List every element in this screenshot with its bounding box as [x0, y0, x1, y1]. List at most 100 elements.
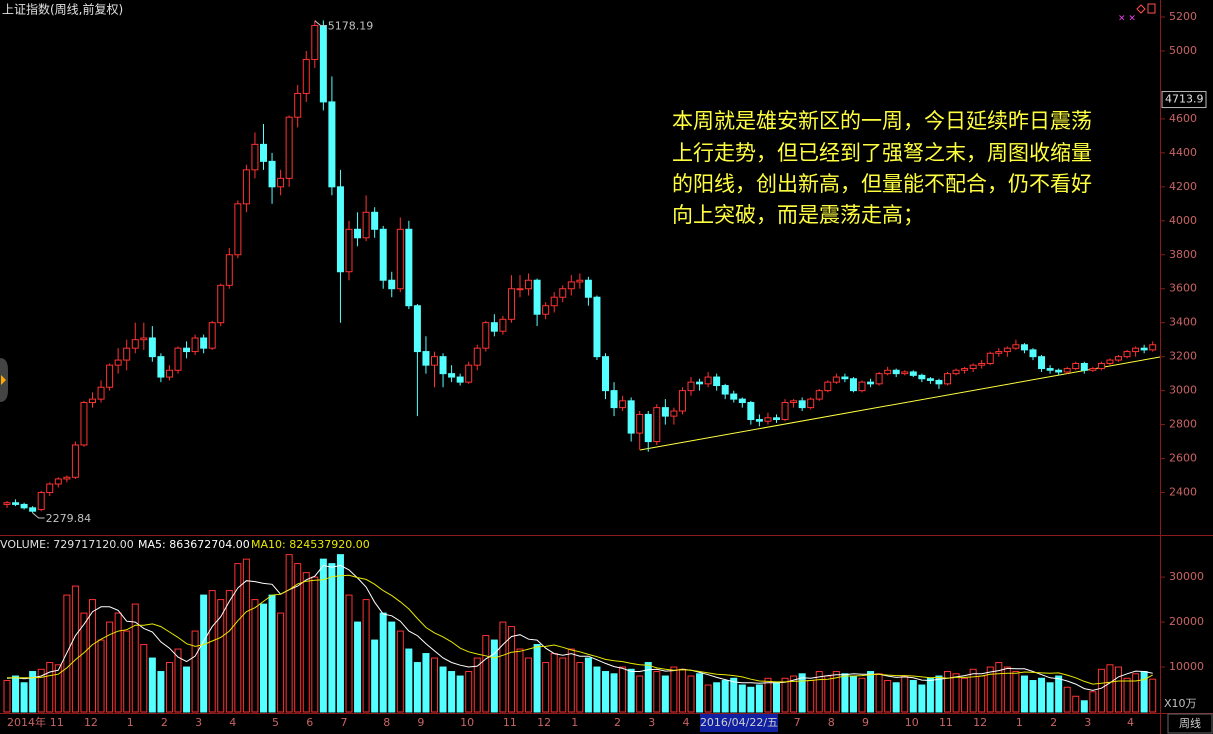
candle-body: [482, 322, 490, 349]
candle-body: [63, 476, 71, 480]
volume-bar: [1080, 700, 1088, 713]
candle-body: [687, 381, 695, 392]
period-tab[interactable]: 周线: [1179, 716, 1201, 730]
candle-body: [867, 381, 875, 385]
volume-bar: [1046, 682, 1054, 713]
volume-bar: [653, 671, 661, 713]
y-tick-label: 3000: [1169, 384, 1197, 397]
volume-bar: [260, 603, 267, 713]
candle-body: [183, 347, 191, 353]
candle-body: [858, 381, 866, 392]
candle-body: [892, 369, 900, 375]
ma5-line: [6, 564, 1153, 691]
volume-bar: [183, 666, 191, 713]
candle-body: [29, 507, 37, 512]
volume-bar: [448, 671, 456, 713]
candle-body: [798, 400, 806, 409]
cursor-date: 2016/04/22/五: [700, 716, 778, 729]
y-tick-label: 30000: [1169, 570, 1204, 583]
volume-bar: [824, 675, 832, 713]
volume-bar: [200, 594, 208, 713]
icon: [1136, 4, 1146, 14]
candle-body: [755, 419, 763, 422]
candle-body: [781, 402, 789, 421]
candle-body: [832, 376, 840, 383]
x-tick-label: 9: [417, 716, 424, 729]
x-tick-label: 4: [682, 716, 689, 729]
volume-bar: [422, 653, 430, 713]
candle-body: [225, 254, 233, 286]
x-tick-label: 1: [127, 716, 134, 729]
candle-body: [1132, 347, 1140, 353]
candle-body: [525, 279, 533, 290]
volume-bar: [687, 675, 695, 713]
candle-body: [875, 373, 883, 385]
volume-bar: [157, 671, 165, 713]
candle-body: [1046, 368, 1054, 371]
candle-body: [114, 359, 122, 366]
volume-bar: [661, 675, 669, 713]
volume-bar: [413, 662, 421, 713]
candle-body: [37, 492, 45, 511]
volume-bar: [106, 621, 114, 713]
candle-body: [849, 378, 857, 392]
volume-bar: [499, 621, 507, 713]
x-tick-label: 8: [828, 716, 835, 729]
y-tick-label: 10000: [1169, 660, 1204, 673]
volume-bar: [1072, 695, 1080, 713]
candle-body: [456, 376, 464, 383]
candle-body: [747, 402, 755, 421]
candle-body: [140, 337, 148, 341]
candle-body: [644, 413, 652, 443]
candle-body: [217, 284, 225, 324]
candle-body: [1080, 362, 1088, 371]
volume-bar: [46, 662, 54, 713]
annotation: 向上突破，而是震荡走高；: [672, 203, 924, 227]
candle-body: [593, 296, 601, 358]
x-tick-label: 1: [571, 716, 578, 729]
volume-bar: [790, 675, 798, 713]
candle-body: [918, 374, 926, 380]
volume-bar: [918, 684, 926, 713]
volume-bar: [319, 558, 327, 713]
candle-body: [841, 376, 849, 380]
y-tick-label: 3200: [1169, 350, 1197, 363]
volume-bar: [867, 671, 875, 713]
period-tab-box[interactable]: [1167, 713, 1213, 734]
candle-body: [277, 177, 285, 188]
x-tick-label: 3: [195, 716, 202, 729]
x-tick-label: 11: [939, 716, 953, 729]
candle-body: [704, 376, 712, 385]
volume-bar: [627, 668, 635, 713]
x-tick-label: 4: [1127, 716, 1134, 729]
volume-unit: X10万: [1164, 697, 1197, 710]
annotation: 的阳线，创出新高，但量能不配合，仍不看好: [672, 172, 1092, 196]
volume-bar: [371, 639, 379, 713]
candle-body: [465, 364, 473, 383]
candle-body: [294, 92, 302, 118]
candle-body: [208, 322, 216, 349]
candle-body: [422, 351, 430, 366]
trend-line: [639, 356, 1161, 451]
volume-bar: [431, 657, 438, 713]
volume-bar: [1140, 671, 1148, 713]
volume-bar: [559, 657, 567, 713]
x-tick-label: 1: [1016, 716, 1023, 729]
volume-bar: [1003, 666, 1011, 713]
volume-bar: [294, 563, 302, 713]
candle-body: [610, 390, 618, 409]
y-tick-label: 3600: [1169, 282, 1197, 295]
candle-body: [97, 386, 105, 400]
candle-body: [678, 390, 686, 412]
volume-bar: [54, 664, 62, 713]
volume-bar: [550, 653, 558, 713]
volume-bar: [114, 612, 122, 713]
candle-body: [268, 160, 276, 188]
volume-bar: [174, 648, 182, 713]
x-tick-label: 11: [503, 716, 517, 729]
candle-body: [80, 402, 88, 446]
y-tick-label: 4200: [1169, 180, 1197, 193]
cursor-date-box: [700, 714, 778, 732]
side-handle-arrow: [1, 375, 6, 385]
